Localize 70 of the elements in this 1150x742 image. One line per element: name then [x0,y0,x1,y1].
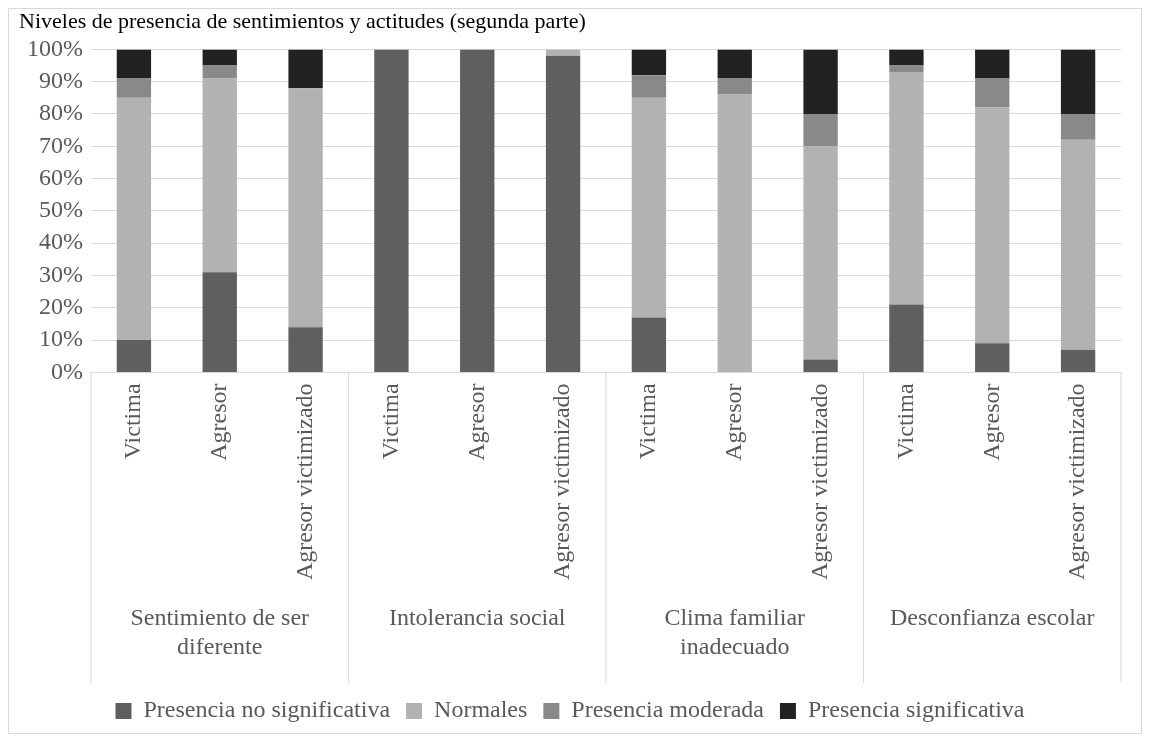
bar [1060,349,1096,372]
bar [803,114,838,147]
bar [1060,139,1096,350]
bar [975,107,1010,344]
bar [545,55,581,372]
text: Clima familiar inadecuado [664,604,806,660]
y-tick-label: 30% [38,260,83,287]
bar [545,49,581,56]
x-tick-label: Victima [119,383,146,460]
y-tick-label: 60% [38,163,83,190]
chart-title: Niveles de presencia de sentimientos y actitudes (segunda parte) [19,7,586,33]
bar [202,65,237,79]
legend-label: Presencia no significativa [143,696,391,723]
bar [631,75,667,98]
x-tick-label: Agresor [977,383,1004,461]
bar [288,88,323,328]
y-tick-label: 10% [38,325,83,352]
bar [116,49,152,79]
x-tick-label: Victima [634,383,661,460]
text: Sentimiento de ser diferente [130,604,310,660]
x-tick-label: Victima [891,383,918,460]
text: Intolerancia social [388,604,566,631]
bar [975,49,1010,79]
bar [631,317,667,372]
bar [975,343,1010,372]
legend-label: Presencia significativa [807,696,1025,723]
bar [889,72,924,305]
x-tick-label: Agresor [205,383,232,461]
y-tick-label: 90% [38,67,83,93]
bar [374,49,409,372]
bar [1060,114,1096,140]
bar [288,327,323,372]
x-tick-label: Agresor victimizado [805,383,832,580]
y-tick-label: 40% [38,228,83,255]
y-tick-label: 0% [50,357,83,384]
y-tick-label: 80% [38,99,83,126]
y-tick-label: 100% [26,34,83,61]
bar [803,359,838,372]
bar [288,49,323,89]
bar [803,146,838,360]
bar [889,49,924,66]
bar [202,78,237,273]
x-tick-label: Victima [376,383,403,460]
x-tick-label: Agresor victimizado [1063,383,1090,580]
legend-label: Presencia moderada [571,696,765,723]
text: Desconfianza escolar [889,604,1095,631]
bar [1060,49,1096,114]
bar [116,97,152,341]
bar [889,304,924,372]
y-tick-label: 50% [38,196,83,223]
bar [631,49,667,76]
y-tick-label: 20% [38,293,83,320]
bar [717,49,752,79]
x-tick-label: Agresor [720,383,747,461]
x-tick-label: Agresor victimizado [290,383,317,580]
bar [889,65,924,73]
bar [717,78,752,95]
bar [975,78,1010,108]
bar [116,78,152,98]
x-tick-label: Agresor [462,383,489,461]
y-tick-label: 70% [38,131,83,158]
x-tick-label: Agresor victimizado [548,383,575,580]
bar [803,49,838,114]
bar [631,97,667,318]
bar [202,49,237,66]
bar [202,272,237,372]
bar [460,49,495,372]
bar [717,94,752,372]
bar [116,340,152,372]
legend-label: Normales [434,696,528,723]
